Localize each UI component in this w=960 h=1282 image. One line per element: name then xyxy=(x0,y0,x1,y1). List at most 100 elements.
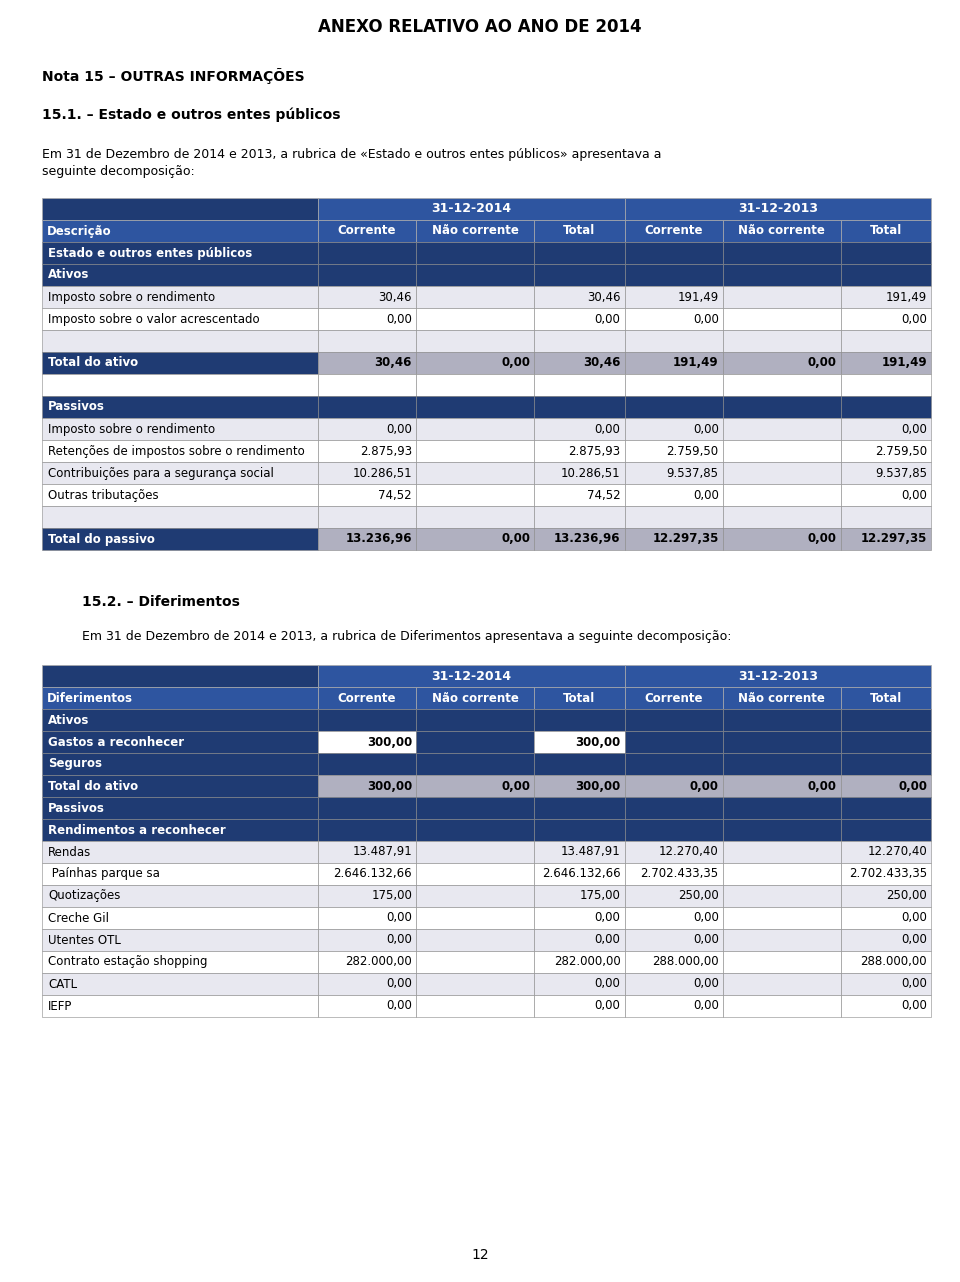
Bar xyxy=(841,308,931,329)
Bar xyxy=(416,242,535,264)
Text: 0,00: 0,00 xyxy=(693,977,719,991)
Bar xyxy=(535,753,625,776)
Text: 2.646.132,66: 2.646.132,66 xyxy=(333,868,412,881)
Bar xyxy=(535,709,625,731)
Bar xyxy=(723,440,841,462)
Text: 191,49: 191,49 xyxy=(678,291,719,304)
Text: Estado e outros entes públicos: Estado e outros entes públicos xyxy=(48,246,252,259)
Text: Outras tributações: Outras tributações xyxy=(48,488,158,501)
Bar xyxy=(416,374,535,396)
Bar xyxy=(42,242,318,264)
Bar xyxy=(625,374,723,396)
Text: 191,49: 191,49 xyxy=(881,356,927,369)
Bar xyxy=(42,841,318,863)
Text: Contribuições para a segurança social: Contribuições para a segurança social xyxy=(48,467,274,479)
Text: 15.2. – Diferimentos: 15.2. – Diferimentos xyxy=(82,595,240,609)
Text: 13.236,96: 13.236,96 xyxy=(554,532,620,546)
Text: 0,00: 0,00 xyxy=(901,977,927,991)
Bar xyxy=(416,485,535,506)
Bar xyxy=(318,797,416,819)
Text: 0,00: 0,00 xyxy=(386,1000,412,1013)
Bar xyxy=(318,396,416,418)
Text: 282.000,00: 282.000,00 xyxy=(346,955,412,968)
Bar xyxy=(42,264,318,286)
Bar xyxy=(625,776,723,797)
Text: 0,00: 0,00 xyxy=(901,313,927,326)
Bar xyxy=(318,506,416,528)
Text: 0,00: 0,00 xyxy=(594,423,620,436)
Bar xyxy=(723,329,841,353)
Bar xyxy=(535,418,625,440)
Bar xyxy=(416,709,535,731)
Bar xyxy=(535,396,625,418)
Bar xyxy=(318,329,416,353)
Bar xyxy=(625,863,723,885)
Text: 0,00: 0,00 xyxy=(693,488,719,501)
Text: Total: Total xyxy=(564,224,595,237)
Text: Utentes OTL: Utentes OTL xyxy=(48,933,121,946)
Bar xyxy=(625,731,723,753)
Text: 31-12-2013: 31-12-2013 xyxy=(738,669,818,682)
Bar xyxy=(535,485,625,506)
Bar xyxy=(841,264,931,286)
Text: 12.297,35: 12.297,35 xyxy=(652,532,719,546)
Text: Em 31 de Dezembro de 2014 e 2013, a rubrica de «Estado e outros entes públicos» : Em 31 de Dezembro de 2014 e 2013, a rubr… xyxy=(42,147,661,162)
Text: Não corrente: Não corrente xyxy=(432,691,518,705)
Bar xyxy=(318,951,416,973)
Bar xyxy=(318,485,416,506)
Text: 0,00: 0,00 xyxy=(693,1000,719,1013)
Bar xyxy=(841,242,931,264)
Bar xyxy=(841,973,931,995)
Text: 9.537,85: 9.537,85 xyxy=(666,467,719,479)
Bar xyxy=(723,286,841,308)
Bar xyxy=(535,374,625,396)
Bar xyxy=(318,308,416,329)
Bar xyxy=(416,308,535,329)
Bar xyxy=(318,374,416,396)
Bar xyxy=(318,906,416,929)
Bar xyxy=(535,264,625,286)
Bar xyxy=(416,396,535,418)
Bar xyxy=(416,528,535,550)
Text: Imposto sobre o rendimento: Imposto sobre o rendimento xyxy=(48,423,215,436)
Bar xyxy=(841,687,931,709)
Bar xyxy=(625,753,723,776)
Text: 10.286,51: 10.286,51 xyxy=(352,467,412,479)
Text: IEFP: IEFP xyxy=(48,1000,72,1013)
Bar xyxy=(535,462,625,485)
Bar xyxy=(318,440,416,462)
Bar xyxy=(723,418,841,440)
Bar xyxy=(42,709,318,731)
Bar xyxy=(42,485,318,506)
Bar xyxy=(723,709,841,731)
Text: 31-12-2014: 31-12-2014 xyxy=(431,203,512,215)
Bar xyxy=(318,973,416,995)
Bar xyxy=(841,485,931,506)
Text: 282.000,00: 282.000,00 xyxy=(554,955,620,968)
Bar xyxy=(841,528,931,550)
Bar xyxy=(318,665,625,687)
Bar xyxy=(625,709,723,731)
Bar xyxy=(841,329,931,353)
Bar xyxy=(416,776,535,797)
Bar xyxy=(42,797,318,819)
Text: 191,49: 191,49 xyxy=(673,356,719,369)
Text: 0,00: 0,00 xyxy=(594,977,620,991)
Bar xyxy=(723,528,841,550)
Text: 13.487,91: 13.487,91 xyxy=(352,846,412,859)
Text: Creche Gil: Creche Gil xyxy=(48,912,109,924)
Bar xyxy=(625,485,723,506)
Text: 0,00: 0,00 xyxy=(386,313,412,326)
Bar xyxy=(723,995,841,1017)
Bar xyxy=(416,286,535,308)
Bar xyxy=(42,197,318,221)
Text: Contrato estação shopping: Contrato estação shopping xyxy=(48,955,207,968)
Bar xyxy=(318,197,625,221)
Bar xyxy=(535,973,625,995)
Text: Imposto sobre o valor acrescentado: Imposto sobre o valor acrescentado xyxy=(48,313,259,326)
Bar xyxy=(416,819,535,841)
Bar xyxy=(42,819,318,841)
Bar xyxy=(723,929,841,951)
Bar xyxy=(535,995,625,1017)
Text: CATL: CATL xyxy=(48,977,77,991)
